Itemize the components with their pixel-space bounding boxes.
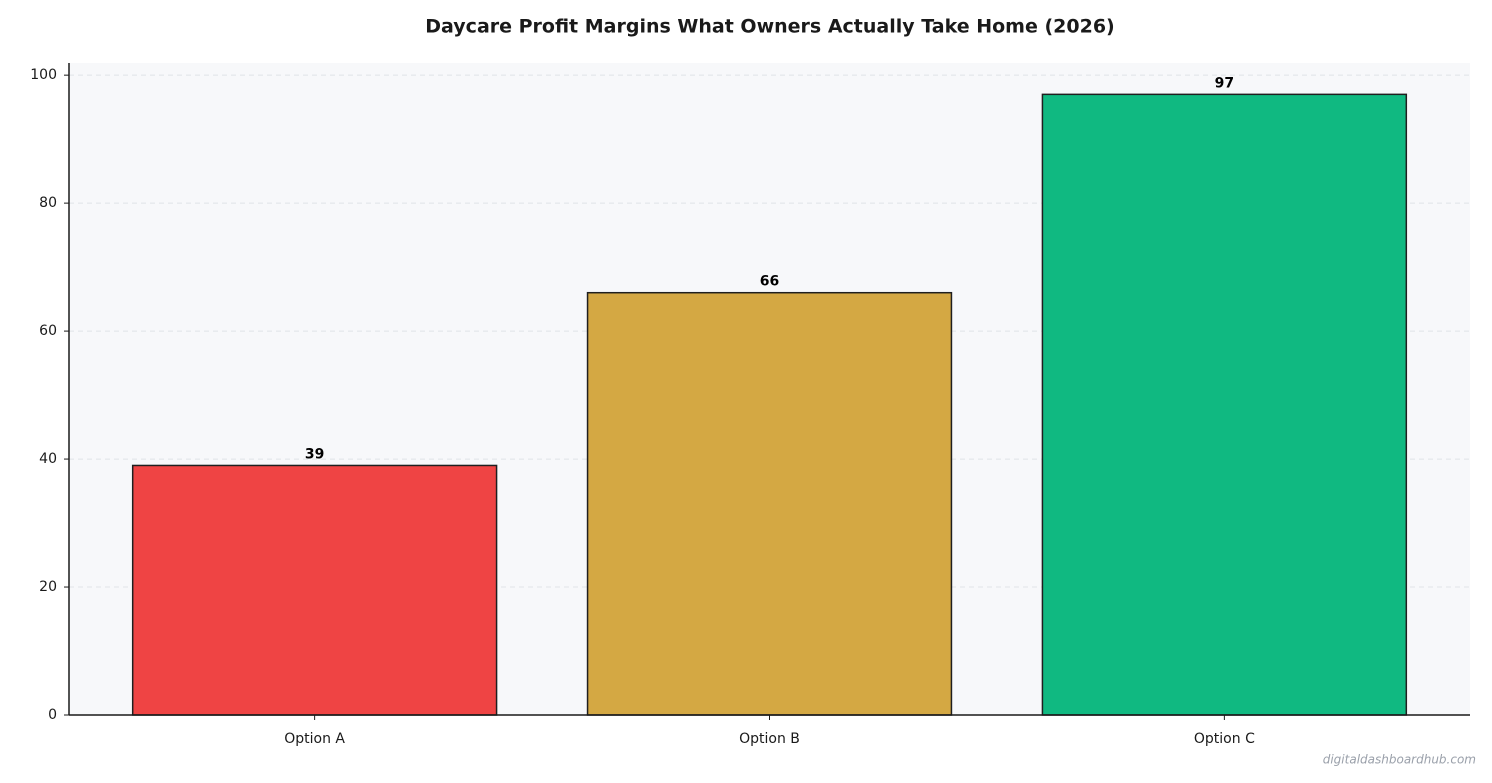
watermark: digitaldashboardhub.com [1323,753,1476,767]
x-tick-label: Option A [284,731,345,747]
value-label: 97 [1215,75,1234,91]
y-tick-label: 80 [39,195,57,211]
x-tick-label: Option C [1194,731,1255,747]
bar [586,291,953,716]
chart-title: Daycare Profit Margins What Owners Actua… [425,16,1114,38]
value-label: 39 [305,446,324,462]
x-tick-label: Option B [739,731,800,747]
y-tick-label: 0 [48,707,57,723]
y-tick-label: 40 [39,451,57,467]
y-tick-label: 100 [30,67,57,83]
value-label: 66 [760,274,779,290]
y-tick-label: 60 [39,323,57,339]
bar [131,464,498,716]
bar [1041,93,1408,716]
y-tick-label: 20 [39,579,57,595]
